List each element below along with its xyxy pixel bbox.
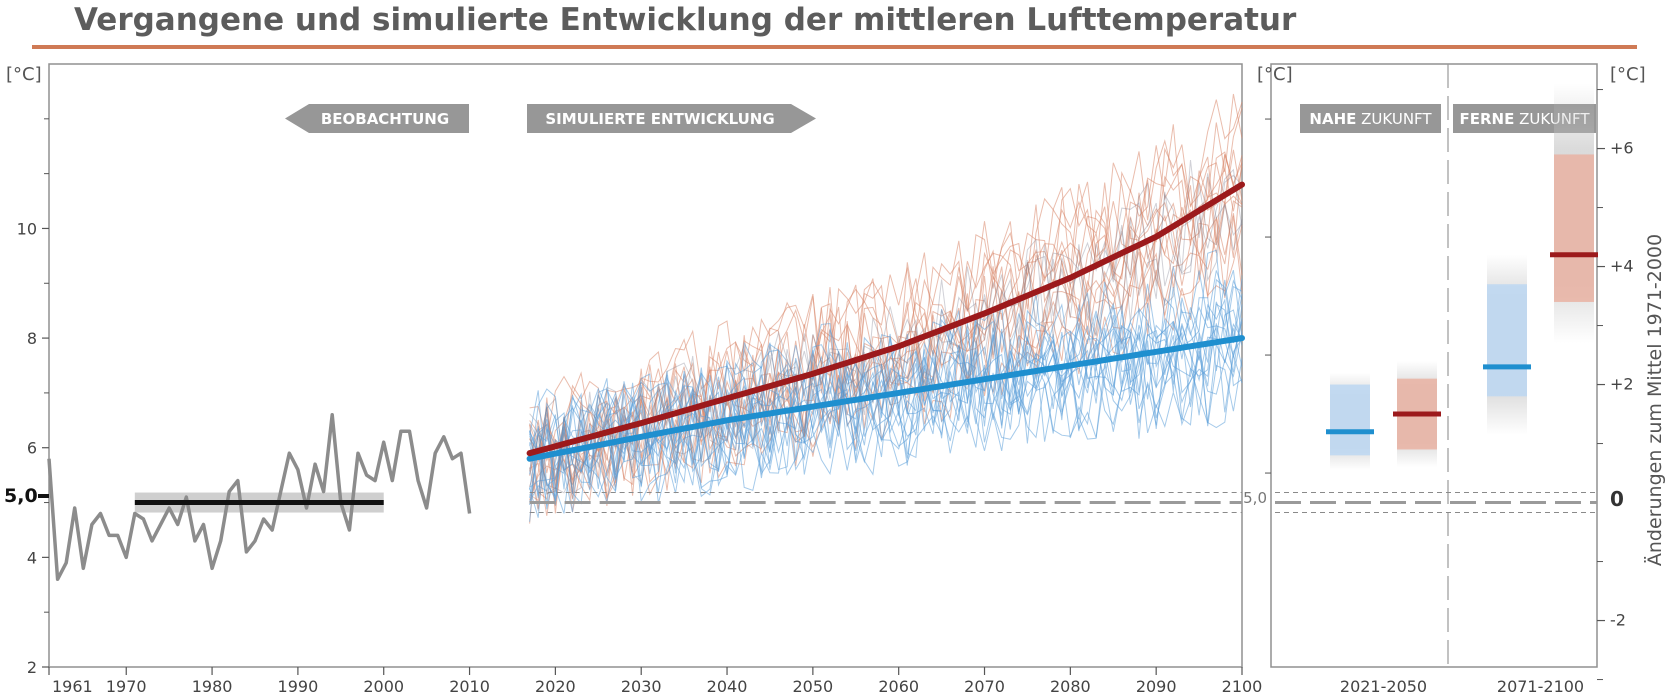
title-underline — [32, 45, 1637, 49]
reference-tick-mark — [38, 494, 49, 498]
side-zero-label: 0 — [1610, 487, 1624, 511]
y-tick-label: 2 — [27, 658, 37, 677]
y-tick-label: 6 — [27, 439, 37, 458]
x-tick-label: 2020 — [535, 677, 576, 696]
simulation-arrow — [527, 104, 816, 133]
observation-arrow-label: BEOBACHTUNG — [321, 110, 449, 128]
side-plot-area — [1270, 63, 1598, 668]
chart-title: Vergangene und simulierte Entwicklung de… — [74, 2, 1297, 38]
period-header-label: NAHE ZUKUNFT — [1309, 110, 1432, 128]
x-tick-label: 1961 — [52, 677, 93, 696]
x-tick-label: 1990 — [278, 677, 319, 696]
right-axis-title: Änderungen zum Mittel 1971-2000 — [1643, 234, 1666, 566]
ensemble-run — [529, 249, 1243, 476]
x-tick-label: 2060 — [878, 677, 919, 696]
observation-line — [47, 413, 472, 582]
ensemble-run — [529, 279, 1243, 499]
ensemble-run — [529, 174, 1243, 500]
x-tick-label: 2030 — [621, 677, 662, 696]
x-tick-label: 2090 — [1136, 677, 1177, 696]
x-tick-label: 1980 — [192, 677, 233, 696]
x-tick-label: 2000 — [363, 677, 404, 696]
x-tick-label: 1970 — [106, 677, 147, 696]
x-tick-label: 2080 — [1050, 677, 1091, 696]
simulation-arrow-label: SIMULIERTE ENTWICKLUNG — [545, 110, 774, 128]
right-tick-label: +4 — [1610, 257, 1634, 276]
x-tick-label: 2070 — [964, 677, 1005, 696]
side-left-unit: [°C] — [1257, 64, 1293, 85]
right-tick-label: +2 — [1610, 375, 1634, 394]
ensemble-run — [529, 297, 1243, 475]
side-reference-label: 5,0 — [1243, 489, 1267, 507]
x-tick-label: 2010 — [449, 677, 490, 696]
side-right-unit: [°C] — [1610, 64, 1646, 85]
trend-line-low — [526, 335, 1245, 462]
y-tick-label: 8 — [27, 329, 37, 348]
ensemble-run — [529, 107, 1243, 474]
y-tick-label: 10 — [17, 219, 37, 238]
observation-arrow — [285, 104, 469, 133]
reference-value-label: 5,0 — [4, 485, 38, 507]
x-tick-label: 2040 — [707, 677, 748, 696]
period-header — [1300, 104, 1441, 133]
right-tick-label: +6 — [1610, 139, 1634, 158]
range-box-low — [1330, 384, 1370, 456]
right-tick-label: -2 — [1610, 611, 1626, 630]
x-tick-label: 2050 — [793, 677, 834, 696]
y-tick-label: 4 — [27, 548, 37, 567]
ensemble-run — [529, 303, 1243, 505]
ensemble-run — [529, 336, 1243, 513]
ensemble-run — [529, 266, 1243, 487]
x-tick-label: 2100 — [1222, 677, 1263, 696]
period-label: 2071-2100 — [1497, 677, 1584, 696]
range-box-high — [1554, 154, 1594, 302]
trend-line-high — [526, 181, 1245, 457]
period-label: 2021-2050 — [1340, 677, 1427, 696]
range-box-low — [1487, 284, 1527, 397]
main-y-unit: [°C] — [6, 64, 42, 85]
